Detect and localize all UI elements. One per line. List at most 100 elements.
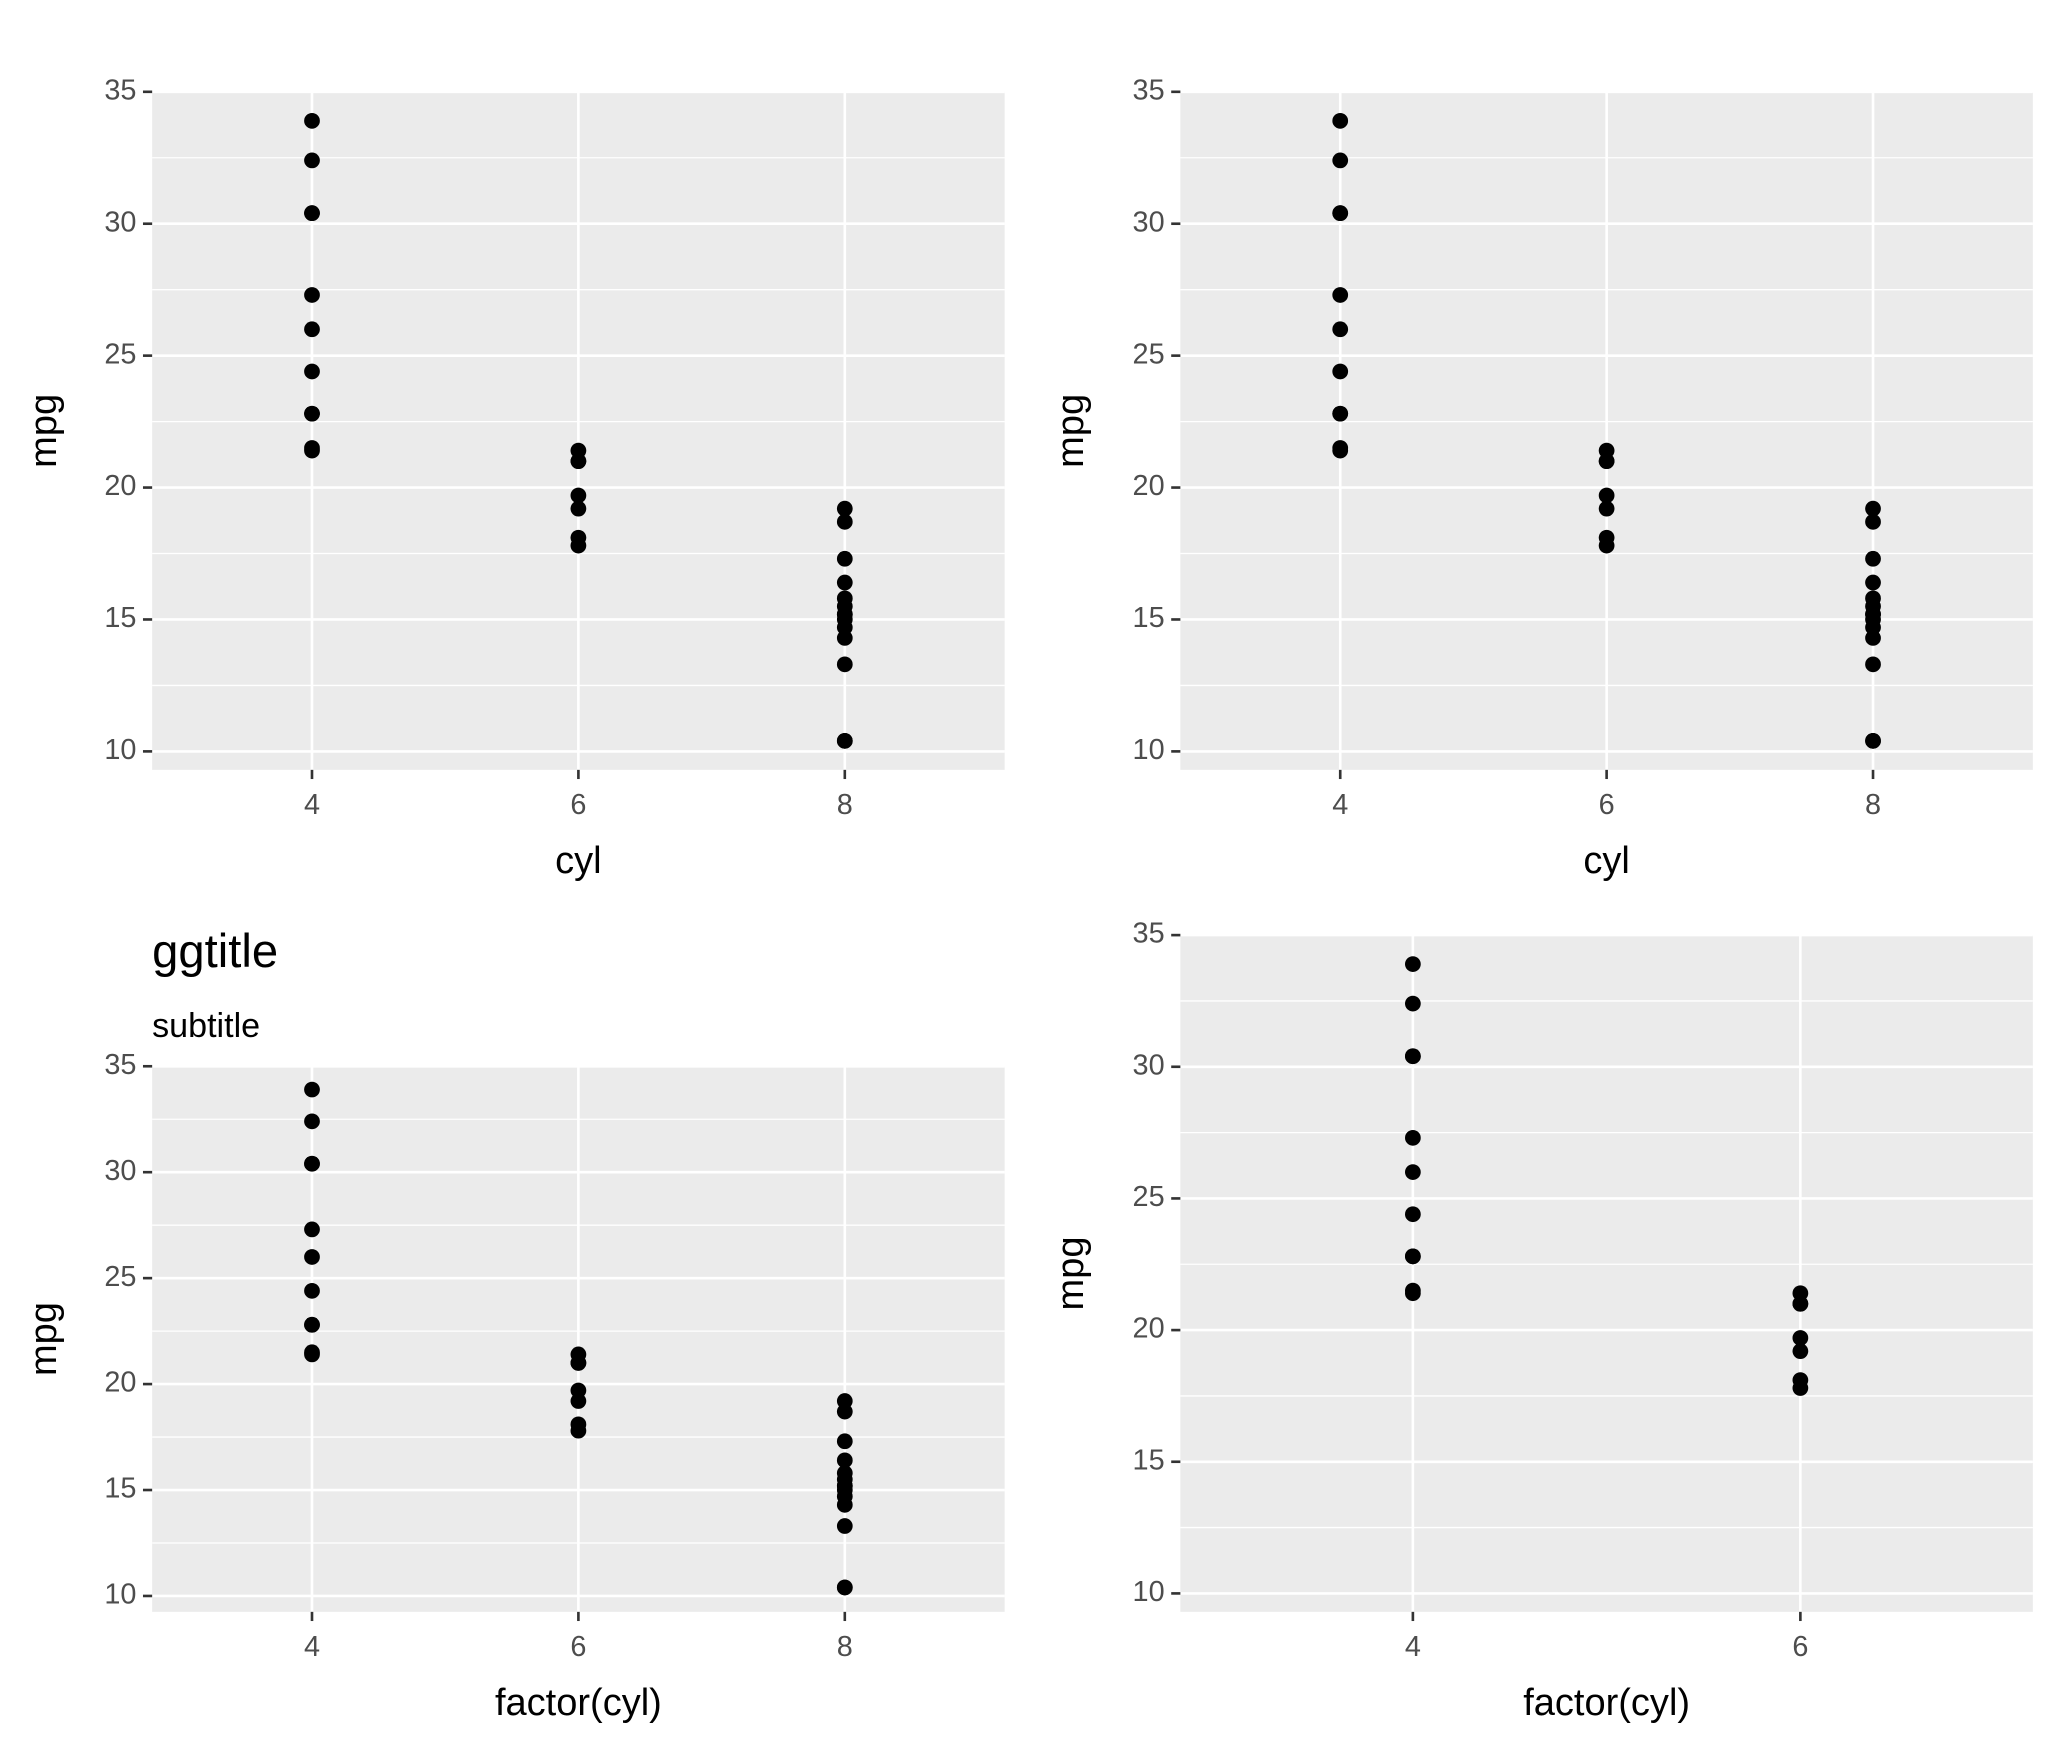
chart-title: ggtitle bbox=[152, 925, 278, 978]
point bbox=[836, 550, 853, 567]
point bbox=[1332, 112, 1349, 129]
point bbox=[304, 321, 320, 338]
point bbox=[304, 1155, 320, 1172]
point bbox=[1332, 442, 1349, 459]
point bbox=[304, 287, 320, 303]
y-tick-label: 35 bbox=[104, 74, 136, 106]
y-axis-title: mpg bbox=[1050, 394, 1092, 468]
point bbox=[836, 513, 853, 530]
point bbox=[304, 205, 320, 222]
point bbox=[1865, 500, 1881, 517]
point bbox=[1332, 152, 1349, 169]
point bbox=[836, 656, 853, 673]
point bbox=[1865, 550, 1881, 567]
x-tick-label: 6 bbox=[570, 1631, 586, 1663]
point bbox=[1332, 405, 1349, 422]
y-tick-label: 15 bbox=[104, 1473, 136, 1505]
y-tick-label: 10 bbox=[104, 734, 136, 766]
y-tick-label: 30 bbox=[104, 1155, 136, 1187]
x-axis-title: cyl bbox=[1583, 840, 1629, 882]
point bbox=[304, 1316, 320, 1333]
point bbox=[304, 442, 320, 459]
point bbox=[304, 1081, 320, 1098]
y-tick-label: 25 bbox=[104, 1261, 136, 1293]
point bbox=[1598, 500, 1615, 517]
y-tick-label: 30 bbox=[104, 206, 136, 238]
point bbox=[304, 1221, 320, 1238]
point bbox=[304, 1249, 320, 1265]
point bbox=[1332, 363, 1349, 380]
y-tick-label: 20 bbox=[104, 1367, 136, 1399]
point bbox=[836, 732, 853, 749]
y-tick-label: 10 bbox=[1133, 734, 1165, 766]
point bbox=[836, 1452, 853, 1469]
point bbox=[1598, 442, 1615, 459]
point bbox=[836, 611, 853, 628]
point bbox=[1332, 287, 1349, 303]
point bbox=[1405, 1129, 1421, 1146]
x-axis-title: cyl bbox=[555, 840, 601, 882]
y-tick-label: 25 bbox=[1133, 338, 1165, 370]
x-axis-title: factor(cyl) bbox=[495, 1682, 662, 1724]
x-tick-label: 4 bbox=[1405, 1631, 1421, 1663]
y-tick-label: 30 bbox=[1133, 206, 1165, 238]
y-tick-label: 20 bbox=[1133, 1313, 1165, 1345]
point bbox=[304, 1282, 320, 1299]
y-tick-label: 10 bbox=[1133, 1576, 1165, 1608]
point bbox=[1405, 956, 1421, 972]
y-tick-label: 25 bbox=[104, 338, 136, 370]
x-tick-label: 6 bbox=[1792, 1631, 1808, 1663]
point bbox=[304, 405, 320, 422]
x-tick-label: 6 bbox=[570, 789, 586, 821]
y-tick-label: 25 bbox=[1133, 1181, 1165, 1213]
point bbox=[1405, 1206, 1421, 1223]
point bbox=[836, 1465, 853, 1481]
point bbox=[570, 537, 587, 554]
x-tick-label: 8 bbox=[837, 1631, 853, 1663]
point bbox=[836, 1579, 853, 1596]
point bbox=[836, 1433, 853, 1450]
y-axis-title: mpg bbox=[23, 394, 65, 468]
x-axis-title: factor(cyl) bbox=[1523, 1682, 1690, 1724]
point bbox=[570, 500, 587, 517]
point bbox=[570, 487, 587, 504]
y-tick-label: 35 bbox=[1133, 74, 1165, 106]
y-axis-title: mpg bbox=[1050, 1237, 1092, 1311]
point bbox=[304, 1346, 320, 1363]
point bbox=[1598, 487, 1615, 504]
point bbox=[1405, 1285, 1421, 1302]
point bbox=[1865, 513, 1881, 530]
point bbox=[1405, 1048, 1421, 1065]
point bbox=[1792, 1343, 1809, 1360]
point bbox=[304, 152, 320, 169]
x-tick-label: 4 bbox=[304, 1631, 320, 1663]
y-tick-label: 35 bbox=[1133, 918, 1165, 950]
point bbox=[1865, 732, 1881, 749]
y-tick-label: 10 bbox=[104, 1579, 136, 1611]
y-tick-label: 20 bbox=[104, 470, 136, 502]
y-tick-label: 15 bbox=[104, 602, 136, 634]
point bbox=[836, 1482, 853, 1498]
point bbox=[836, 500, 853, 517]
y-tick-label: 15 bbox=[1133, 1444, 1165, 1476]
point bbox=[1792, 1330, 1809, 1346]
point bbox=[304, 363, 320, 380]
point bbox=[836, 1518, 853, 1534]
point bbox=[304, 112, 320, 129]
y-tick-label: 30 bbox=[1133, 1049, 1165, 1081]
point bbox=[1598, 537, 1615, 554]
point bbox=[1792, 1285, 1809, 1302]
point bbox=[836, 1393, 853, 1409]
y-tick-label: 15 bbox=[1133, 602, 1165, 634]
point bbox=[836, 574, 853, 591]
point bbox=[570, 442, 587, 459]
y-axis-title: mpg bbox=[23, 1302, 65, 1376]
point bbox=[1865, 590, 1881, 607]
panel-background bbox=[1180, 935, 2033, 1612]
y-tick-label: 20 bbox=[1133, 470, 1165, 502]
x-tick-label: 4 bbox=[1332, 789, 1348, 821]
y-tick-label: 35 bbox=[104, 1049, 136, 1081]
point bbox=[1792, 1380, 1809, 1396]
